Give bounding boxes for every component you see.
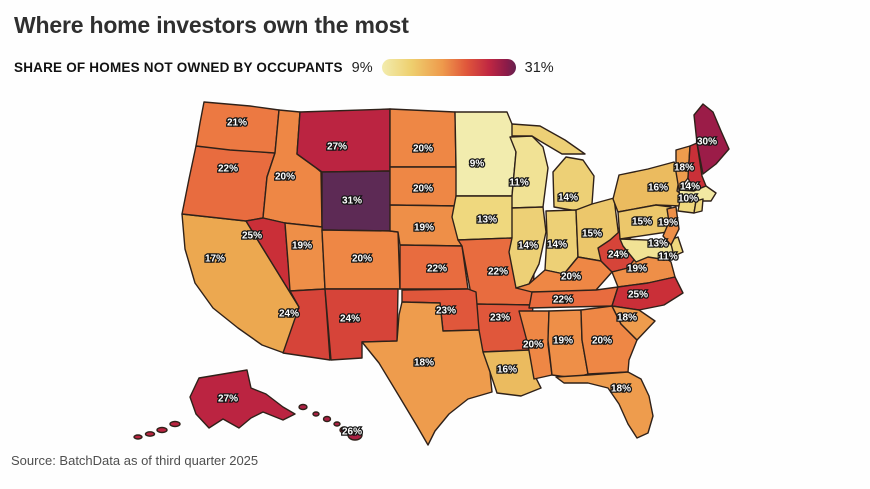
state-wa-label: 21%	[227, 118, 247, 129]
state-in-label: 14%	[547, 240, 567, 251]
state-hi	[298, 403, 308, 411]
state-me	[693, 103, 730, 175]
state-ak	[144, 431, 156, 437]
state-me-label: 30%	[697, 137, 717, 148]
legend-max-label: 31%	[524, 59, 554, 76]
state-mo-label: 22%	[488, 267, 508, 278]
legend: SHARE OF HOMES NOT OWNED BY OCCUPANTS 9%…	[14, 59, 554, 76]
state-oh-label: 15%	[582, 229, 602, 240]
legend-min-label: 9%	[351, 59, 373, 76]
state-md-label: 11%	[658, 252, 678, 263]
state-ak-label: 27%	[218, 394, 238, 405]
state-va-label: 19%	[627, 264, 647, 275]
state-hi	[322, 415, 332, 423]
state-nj-label: 19%	[658, 218, 678, 229]
state-ok-label: 23%	[436, 306, 456, 317]
state-nd-label: 20%	[413, 144, 433, 155]
state-pa-label: 15%	[632, 217, 652, 228]
state-ut	[284, 222, 326, 292]
state-ak	[133, 434, 143, 440]
state-ar-label: 23%	[490, 313, 510, 324]
state-ak	[189, 369, 296, 429]
state-ny-label: 16%	[648, 183, 668, 194]
state-nd	[389, 108, 457, 168]
state-nc-label: 25%	[628, 290, 648, 301]
state-hi	[347, 429, 363, 441]
state-tx-label: 18%	[414, 358, 434, 369]
state-tx	[361, 301, 493, 446]
state-ak	[156, 426, 168, 434]
state-ut-label: 19%	[292, 241, 312, 252]
state-vt-label: 18%	[674, 163, 694, 174]
state-sc	[611, 305, 656, 341]
state-hi-label: 26%	[342, 427, 362, 438]
state-co	[321, 229, 401, 290]
state-sd-label: 20%	[413, 184, 433, 195]
state-mi	[511, 123, 586, 155]
state-or	[181, 145, 276, 222]
source-attribution: Source: BatchData as of third quarter 20…	[11, 453, 259, 468]
state-ky-label: 20%	[561, 272, 581, 283]
state-ms-label: 20%	[523, 340, 543, 351]
state-wi	[509, 135, 549, 209]
state-mi	[552, 156, 595, 212]
state-tn-label: 22%	[553, 295, 573, 306]
page-title: Where home investors own the most	[14, 12, 409, 38]
state-nv-label: 25%	[242, 231, 262, 242]
state-ne-label: 19%	[414, 223, 434, 234]
state-nj	[662, 206, 680, 246]
state-ia-label: 13%	[477, 215, 497, 226]
state-wy-label: 31%	[342, 196, 362, 207]
state-nh-label: 14%	[680, 182, 700, 193]
state-mi-label: 14%	[558, 193, 578, 204]
state-hi	[339, 426, 349, 434]
state-ca-label: 17%	[205, 254, 225, 265]
state-nm-label: 24%	[340, 314, 360, 325]
state-az	[282, 288, 331, 361]
state-hi	[312, 411, 320, 417]
chart-subtitle: SHARE OF HOMES NOT OWNED BY OCCUPANTS	[14, 60, 343, 75]
state-mn-label: 9%	[470, 159, 485, 170]
state-wa	[195, 101, 280, 154]
legend-gradient-bar	[381, 59, 516, 76]
state-al-label: 19%	[553, 336, 573, 347]
state-mt-label: 27%	[327, 142, 347, 153]
state-ks-label: 22%	[427, 264, 447, 275]
state-or-label: 22%	[218, 164, 238, 175]
state-wv-label: 24%	[608, 250, 628, 261]
state-id-label: 20%	[275, 172, 295, 183]
state-ga-label: 20%	[592, 336, 612, 347]
state-il-label: 14%	[518, 241, 538, 252]
state-sc-label: 18%	[617, 313, 637, 324]
state-wi-label: 11%	[509, 178, 529, 189]
state-vt	[675, 145, 691, 191]
state-ma-label: 10%	[678, 194, 698, 205]
state-ak	[169, 420, 181, 428]
state-la-label: 16%	[497, 365, 517, 376]
state-fl	[555, 371, 654, 439]
state-mt	[296, 108, 391, 173]
state-hi	[333, 421, 341, 427]
state-de-label: 13%	[648, 239, 668, 250]
state-fl-label: 18%	[611, 384, 631, 395]
state-ri	[693, 198, 704, 214]
state-co-label: 20%	[352, 254, 372, 265]
state-az-label: 24%	[279, 309, 299, 320]
